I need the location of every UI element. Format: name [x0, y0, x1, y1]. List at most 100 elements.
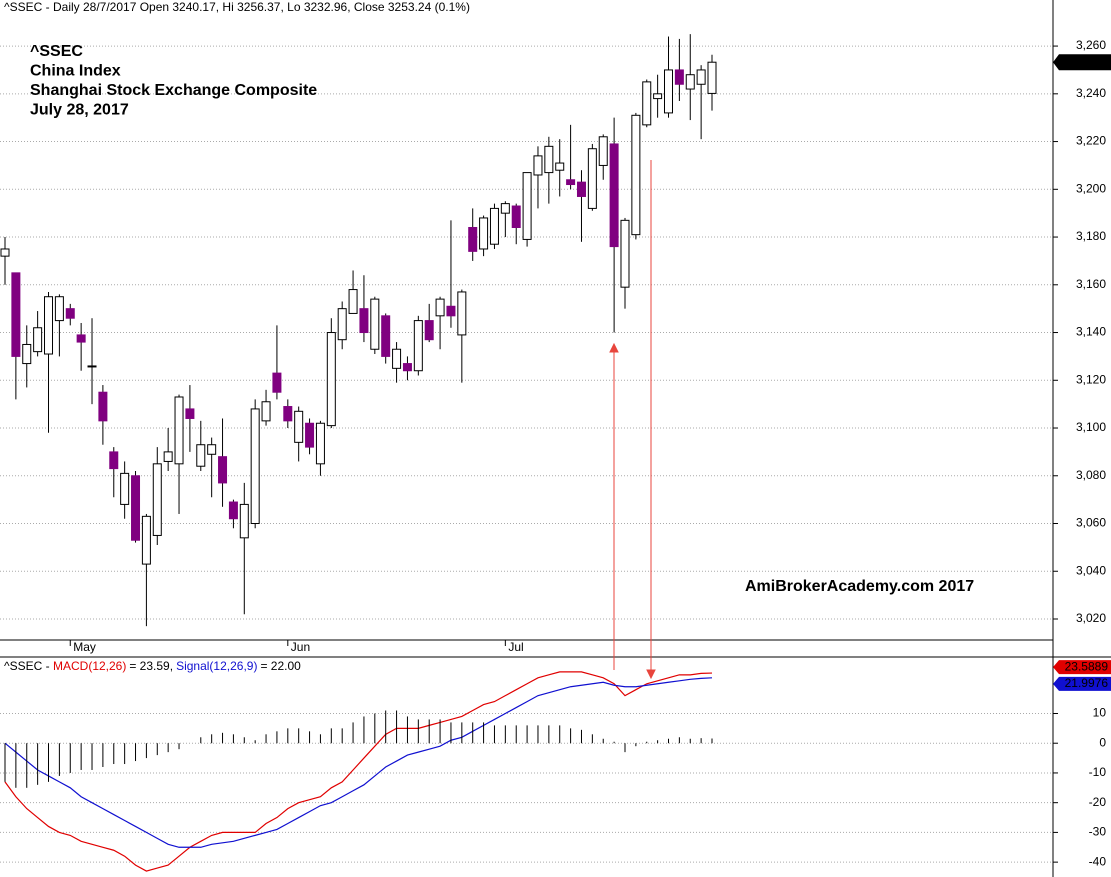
series-line	[4, 677, 713, 848]
candle-body	[22, 343, 32, 365]
y-tick-label: -10	[1089, 765, 1107, 779]
y-tick-label: 3,240	[1076, 86, 1106, 100]
y-tick-label: 3,200	[1076, 181, 1106, 195]
candle-body	[272, 372, 282, 393]
candle-body	[185, 408, 195, 419]
candle-body	[359, 308, 369, 334]
macd-prefix: ^SSEC -	[4, 659, 53, 673]
last-price-label: 3,253.24	[1061, 54, 1108, 68]
candle-body	[315, 422, 325, 465]
candle-body	[196, 444, 206, 467]
chart-title: ^SSEC - Daily 28/7/2017 Open 3240.17, Hi…	[4, 0, 470, 14]
candle-body	[446, 305, 456, 317]
candle-body	[468, 226, 478, 252]
candle-body	[326, 332, 336, 427]
arrows	[609, 160, 656, 680]
candle-body	[653, 93, 663, 100]
signal-readout: = 22.00	[260, 659, 301, 673]
y-tick-label: 3,020	[1076, 611, 1106, 625]
candle-body	[152, 463, 162, 536]
candle-body	[98, 391, 108, 422]
candle-body	[576, 181, 586, 197]
candle-body	[392, 348, 402, 369]
candle-body	[33, 327, 43, 353]
candle-body	[522, 172, 532, 240]
candle-body	[250, 408, 260, 525]
candle-body	[294, 410, 304, 443]
arrow-head	[609, 342, 619, 353]
y-tick-label: 3,260	[1076, 38, 1106, 52]
candle-body	[598, 136, 608, 166]
x-tick-label: Jun	[291, 640, 310, 654]
y-tick-label: 3,140	[1076, 325, 1106, 339]
candle-body	[120, 472, 130, 505]
last-price-tag	[1053, 54, 1111, 71]
annotation: Shanghai Stock Exchange Composite	[30, 82, 317, 99]
candle-body	[109, 451, 119, 470]
candle-body	[587, 148, 597, 209]
candle-body	[533, 155, 543, 176]
candle-body	[65, 308, 75, 319]
y-tick-label: -40	[1089, 854, 1107, 868]
candle-body	[381, 315, 391, 357]
candle-body	[435, 298, 445, 317]
candle-body	[707, 61, 717, 94]
candle-body	[131, 475, 141, 541]
candle-body	[489, 207, 499, 245]
y-tick-label: -30	[1089, 825, 1107, 839]
candle-body	[620, 219, 630, 288]
candle-body	[76, 334, 86, 343]
macd-header: ^SSEC - MACD(12,26) = 23.59, Signal(12,26,…	[4, 659, 301, 673]
candle-body	[87, 365, 97, 368]
candle-body	[207, 444, 217, 455]
candle-body	[163, 451, 173, 462]
candle-body	[566, 179, 576, 186]
candle-body	[544, 145, 554, 174]
candle-body	[305, 422, 315, 448]
macd-name: MACD(12,26)	[53, 659, 126, 673]
macd-readout: = 23.59,	[129, 659, 173, 673]
candle-body	[228, 501, 238, 520]
candle-body	[555, 162, 565, 171]
signal-name: Signal(12,26,9)	[176, 659, 257, 673]
candle-body	[141, 515, 151, 565]
candle-body	[348, 289, 358, 314]
series-line	[4, 671, 713, 872]
y-tick-label: 3,180	[1076, 229, 1106, 243]
x-tick-label: Jul	[508, 640, 523, 654]
candle-body	[218, 456, 228, 484]
y-tick-label: -20	[1089, 795, 1107, 809]
candle-body	[609, 143, 619, 248]
candle-body	[413, 320, 423, 372]
annotation: July 28, 2017	[30, 102, 129, 119]
candle-body	[337, 308, 347, 341]
y-tick-label: 3,120	[1076, 372, 1106, 386]
candle-body	[511, 205, 521, 228]
candle-body	[0, 248, 10, 257]
candle-body	[663, 69, 673, 114]
y-tick-label: 3,160	[1076, 277, 1106, 291]
y-tick-label: 3,040	[1076, 563, 1106, 577]
last-value-tag	[1053, 660, 1111, 675]
annotation: China Index	[30, 63, 121, 80]
y-tick-label: 3,080	[1076, 468, 1106, 482]
y-tick-label: 10	[1093, 706, 1107, 720]
candle-body	[631, 114, 641, 236]
candle-body	[479, 217, 489, 250]
y-tick-label: 3,220	[1076, 134, 1106, 148]
candle-body	[685, 74, 695, 90]
candle-body	[402, 363, 412, 372]
candle-body	[674, 69, 684, 85]
last-value-tag	[1053, 676, 1111, 691]
candle-body	[54, 296, 64, 322]
candle-body	[500, 203, 510, 214]
arrow-head	[646, 669, 656, 680]
candle-body	[696, 69, 706, 85]
last-value-label: 21.9976	[1065, 676, 1109, 690]
candle-body	[261, 401, 271, 422]
x-tick-label: May	[73, 640, 96, 654]
candle-body	[424, 320, 434, 341]
candle-body	[44, 296, 54, 355]
